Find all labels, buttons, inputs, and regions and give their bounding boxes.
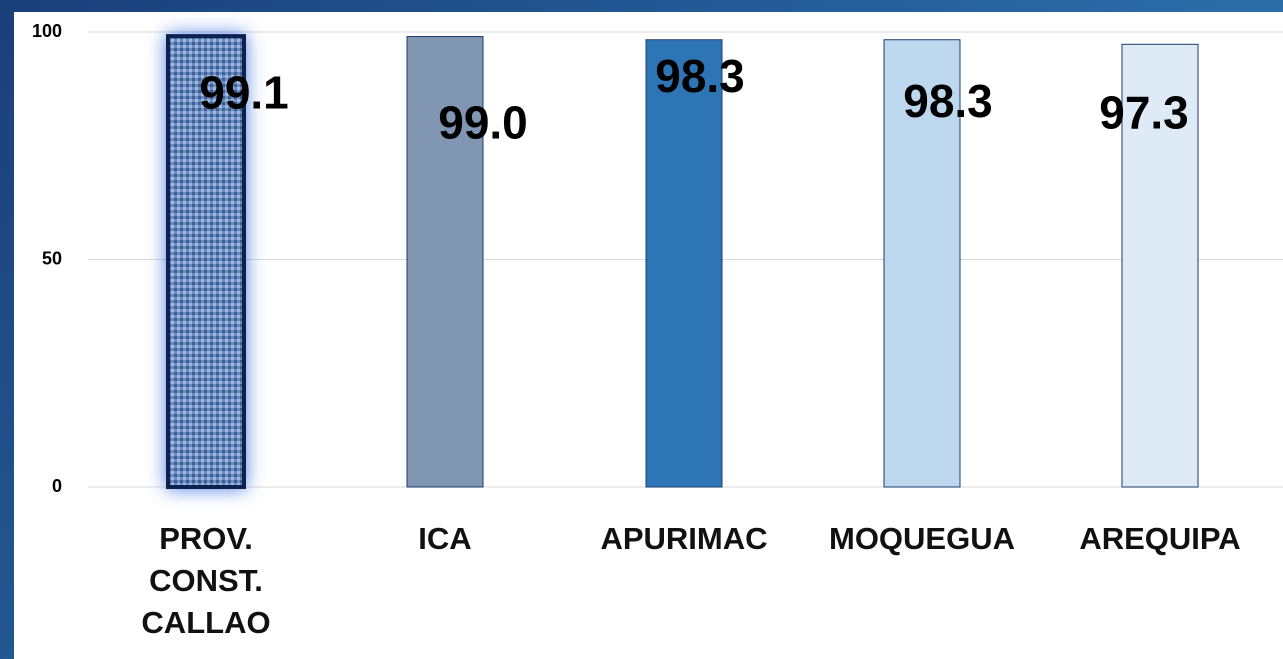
x-tick-label: APURIMAC bbox=[600, 521, 768, 556]
data-label: 99.1 bbox=[199, 66, 289, 118]
data-label: 97.3 bbox=[1099, 86, 1189, 138]
bar bbox=[645, 39, 723, 488]
bar bbox=[883, 39, 961, 488]
bar bbox=[166, 34, 246, 489]
y-tick-label: 50 bbox=[42, 248, 62, 268]
data-label: 99.0 bbox=[438, 97, 528, 149]
data-label: 98.3 bbox=[903, 75, 993, 127]
x-tick-label: MOQUEGUA bbox=[829, 521, 1015, 556]
x-tick-label: ICA bbox=[418, 521, 472, 556]
y-tick-label: 0 bbox=[52, 476, 62, 496]
y-tick-label: 100 bbox=[32, 21, 62, 41]
x-tick-label: PROV. CONST. CALLAO bbox=[141, 521, 271, 640]
data-label: 98.3 bbox=[655, 50, 745, 102]
bar bbox=[1121, 43, 1199, 488]
bar bbox=[406, 36, 484, 488]
x-tick-label: AREQUIPA bbox=[1079, 521, 1241, 556]
